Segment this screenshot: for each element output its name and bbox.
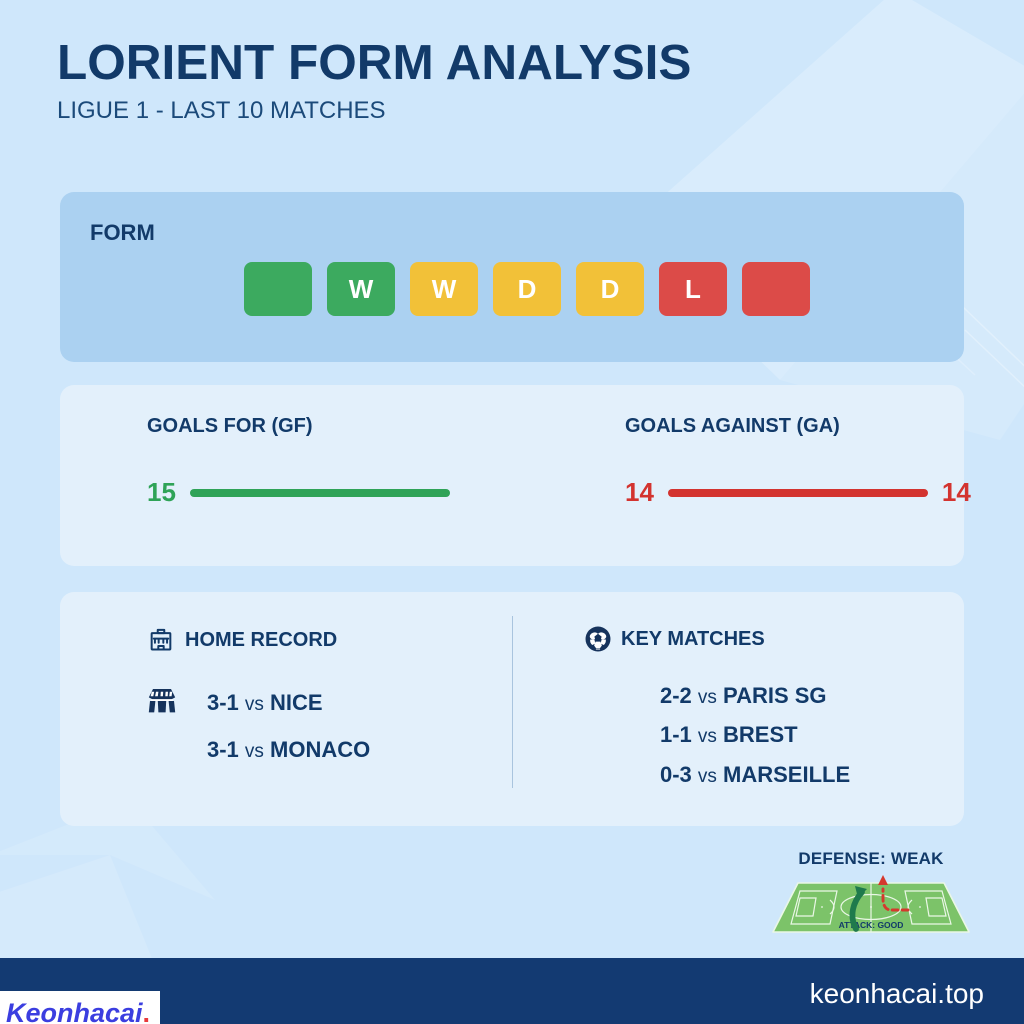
svg-text:ATTACK: GOOD: ATTACK: GOOD (839, 920, 904, 930)
